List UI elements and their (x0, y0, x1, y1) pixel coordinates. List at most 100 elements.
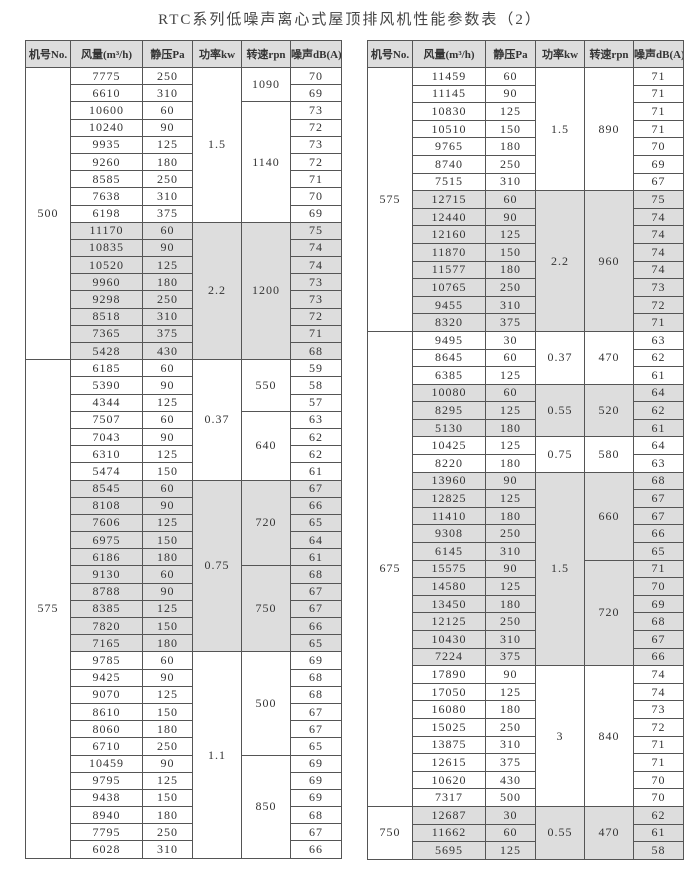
airflow-cell: 7224 (412, 647, 486, 667)
airflow-cell: 8385 (70, 599, 143, 619)
table-row: 11145 90 71 (368, 84, 684, 104)
static-pressure-cell: 125 (485, 225, 536, 244)
airflow-cell: 8788 (70, 582, 143, 601)
airflow-cell: 7507 (70, 410, 143, 429)
static-pressure-cell: 250 (485, 154, 536, 174)
model-number-cell: 575 (25, 359, 71, 859)
noise-cell: 67 (290, 702, 342, 722)
table-row: 11870 150 74 (368, 242, 684, 262)
noise-cell: 70 (633, 137, 684, 156)
table-row: 13450 180 69 (368, 594, 684, 614)
table-row: 8060 180 67 (26, 720, 342, 739)
model-number-cell: 575 (367, 67, 413, 332)
static-pressure-cell: 180 (485, 594, 536, 614)
airflow-cell: 11870 (412, 242, 486, 262)
static-pressure-cell: 125 (485, 841, 536, 860)
noise-cell: 68 (290, 806, 342, 825)
static-pressure-cell: 60 (142, 221, 193, 240)
static-pressure-cell: 90 (142, 427, 193, 447)
table-row: 8545 60 0.75 720 67 (26, 479, 342, 653)
noise-cell: 61 (290, 548, 342, 567)
noise-cell: 67 (290, 599, 342, 619)
static-pressure-cell: 430 (142, 341, 193, 361)
noise-cell: 67 (633, 630, 684, 649)
airflow-cell: 9260 (70, 152, 143, 172)
table-row: 17050 125 74 (368, 682, 684, 702)
table-row: 5474 150 61 (26, 462, 342, 481)
airflow-cell: 13875 (412, 735, 486, 755)
noise-cell: 75 (290, 221, 342, 240)
table-row: 12825 125 67 (368, 489, 684, 508)
noise-cell: 71 (633, 84, 684, 104)
table-row: 9308 250 66 (368, 524, 684, 544)
table-row: 9795 125 69 (26, 771, 342, 790)
table-row: 6710 250 65 (26, 737, 342, 756)
table-row: 750 12687 30 0.55 470 62 (367, 805, 684, 860)
noise-cell: 73 (290, 290, 342, 309)
noise-cell: 65 (290, 737, 342, 756)
speed-cell: 720 (241, 479, 291, 567)
airflow-cell: 9438 (70, 788, 143, 808)
noise-cell: 74 (633, 207, 684, 227)
noise-cell: 72 (290, 307, 342, 326)
static-pressure-cell: 250 (142, 737, 193, 756)
table-row: 7507 60 640 63 (26, 410, 342, 481)
airflow-cell: 8220 (412, 454, 486, 473)
power-cell: 0.55 (535, 805, 585, 860)
airflow-cell: 8940 (70, 806, 143, 825)
table-row: 7795 250 67 (26, 823, 342, 842)
static-pressure-cell: 125 (142, 256, 193, 275)
airflow-cell: 6198 (70, 204, 143, 223)
static-pressure-cell: 180 (485, 137, 536, 156)
table-row: 13960 90 1.5 660 68 (368, 471, 684, 667)
power-cell: 1.5 (535, 471, 585, 667)
header-airflow: 风量(m³/h) (412, 40, 486, 68)
noise-cell: 63 (633, 454, 684, 473)
airflow-cell: 13960 (412, 471, 486, 491)
airflow-cell: 8060 (70, 720, 143, 739)
static-pressure-cell: 180 (485, 506, 536, 526)
airflow-cell: 5695 (412, 841, 486, 860)
static-pressure-cell: 180 (485, 418, 536, 438)
static-pressure-cell: 90 (485, 471, 536, 491)
static-pressure-cell: 30 (485, 805, 536, 825)
performance-table-left: 机号No. 风量(m³/h) 静压Pa 功率kw 转速rpn 噪声dB(A) 5… (25, 40, 342, 859)
noise-cell: 71 (633, 67, 684, 86)
static-pressure-cell: 430 (485, 770, 536, 790)
noise-cell: 59 (290, 359, 342, 378)
table-row: 6028 310 66 (26, 840, 342, 859)
airflow-cell: 12715 (412, 190, 486, 209)
noise-cell: 72 (633, 295, 684, 315)
airflow-cell: 9495 (412, 330, 486, 350)
header-noise: 噪声dB(A) (633, 40, 684, 68)
airflow-cell: 9425 (70, 668, 143, 687)
table-row: 12160 125 74 (368, 225, 684, 244)
static-pressure-cell: 60 (142, 651, 193, 670)
airflow-cell: 10830 (412, 102, 486, 121)
table-row: 8295 125 62 (368, 401, 684, 420)
power-cell: 0.37 (535, 330, 585, 385)
table-row: 15025 250 72 (368, 717, 684, 737)
static-pressure-cell: 180 (142, 152, 193, 172)
airflow-cell: 10430 (412, 630, 486, 649)
noise-cell: 58 (633, 841, 684, 860)
noise-cell: 66 (290, 616, 342, 636)
static-pressure-cell: 125 (142, 135, 193, 154)
airflow-cell: 9785 (70, 651, 143, 670)
header-row: 机号No. 风量(m³/h) 静压Pa 功率kw 转速rpn 噪声dB(A) (25, 40, 342, 68)
airflow-cell: 6385 (412, 366, 486, 385)
model-number-cell: 500 (25, 66, 71, 361)
table-row: 6186 180 61 (26, 548, 342, 567)
noise-cell: 69 (633, 594, 684, 614)
speed-cell: 840 (584, 665, 634, 807)
header-power: 功率kw (535, 40, 585, 68)
airflow-cell: 8740 (412, 154, 486, 174)
noise-cell: 64 (633, 383, 684, 403)
noise-cell: 65 (633, 542, 684, 561)
airflow-cell: 10240 (70, 118, 143, 137)
table-row: 5130 180 61 (368, 418, 684, 438)
table-row: 9960 180 73 (26, 273, 342, 292)
airflow-cell: 9308 (412, 524, 486, 544)
table-row: 16080 180 73 (368, 700, 684, 719)
noise-cell: 71 (633, 753, 684, 772)
